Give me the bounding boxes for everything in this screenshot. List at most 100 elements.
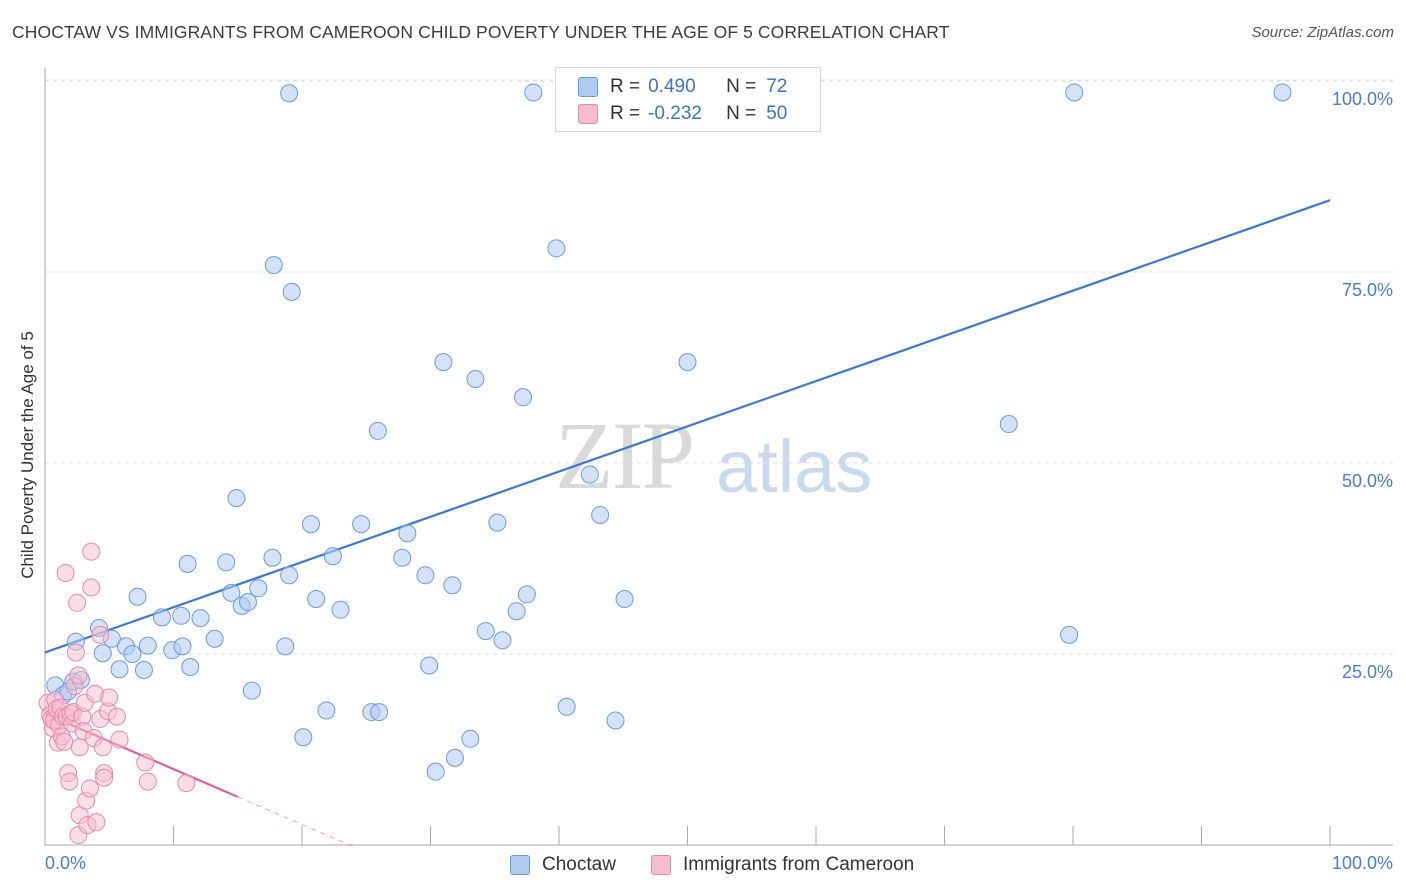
- cameroon-point: [138, 772, 157, 791]
- choctaw-point: [110, 660, 129, 679]
- choctaw-point: [591, 505, 610, 524]
- grid-lines: [45, 79, 1393, 655]
- choctaw-point: [493, 631, 512, 650]
- cameroon-swatch: [651, 855, 671, 875]
- cameroon-point: [110, 730, 129, 749]
- cameroon-point: [177, 774, 196, 793]
- cameroon-point: [68, 593, 87, 612]
- cameroon-point: [87, 813, 106, 832]
- choctaw-point: [1273, 83, 1292, 102]
- choctaw-point: [606, 711, 625, 730]
- choctaw-point: [178, 554, 197, 573]
- choctaw-point: [580, 465, 599, 484]
- choctaw-point: [426, 762, 445, 781]
- r-value: 0.490: [648, 76, 696, 97]
- choctaw-swatch: [510, 855, 530, 875]
- choctaw-point: [466, 369, 485, 388]
- cameroon-point: [80, 779, 99, 798]
- choctaw-point: [547, 239, 566, 258]
- choctaw-point: [138, 636, 157, 655]
- r-value: -0.232: [648, 103, 702, 124]
- choctaw-point: [301, 515, 320, 534]
- x-tick-label-min: 0.0%: [45, 853, 86, 873]
- r-label: R =: [610, 76, 641, 97]
- choctaw-point: [239, 593, 258, 612]
- cameroon-point: [56, 564, 75, 583]
- n-value: 72: [766, 76, 788, 97]
- choctaw-point: [128, 587, 147, 606]
- y-tick-label: 75.0%: [1342, 280, 1393, 300]
- choctaw-point: [181, 657, 200, 676]
- choctaw-point: [280, 566, 299, 585]
- choctaw-point: [445, 748, 464, 767]
- watermark-zip: ZIP: [555, 402, 695, 509]
- choctaw-point: [678, 353, 697, 372]
- cameroon-point: [100, 688, 119, 707]
- choctaw-point: [134, 661, 153, 680]
- choctaw-point: [331, 600, 350, 619]
- choctaw-point: [227, 489, 246, 508]
- y-tick-label: 100.0%: [1332, 89, 1393, 109]
- x-tick-label-max: 100.0%: [1332, 853, 1393, 873]
- choctaw-point: [1065, 83, 1084, 102]
- cameroon-swatch: [578, 104, 598, 124]
- cameroon-point: [82, 542, 101, 561]
- choctaw-point: [434, 353, 453, 372]
- choctaw-point: [173, 637, 192, 656]
- choctaw-point: [514, 388, 533, 407]
- choctaw-trend-line: [44, 199, 1331, 654]
- cameroon-trend-extension: [237, 796, 354, 847]
- choctaw-point: [276, 637, 295, 656]
- correlation-legend: R = 0.490 N = 72 R = -0.232 N = 50: [555, 67, 821, 132]
- y-tick-label: 25.0%: [1342, 662, 1393, 682]
- chart-title: CHOCTAW VS IMMIGRANTS FROM CAMEROON CHIL…: [12, 22, 950, 42]
- source-label: Source: ZipAtlas.com: [1251, 24, 1394, 41]
- choctaw-point: [557, 697, 576, 716]
- choctaw-point: [294, 728, 313, 747]
- choctaw-point: [507, 602, 526, 621]
- r-label: R =: [610, 103, 641, 124]
- cameroon-point: [93, 738, 112, 757]
- y-tick-label: 50.0%: [1342, 471, 1393, 491]
- choctaw-point: [242, 681, 261, 700]
- choctaw-point: [393, 548, 412, 567]
- choctaw-point: [615, 589, 634, 608]
- cameroon-point: [82, 578, 101, 597]
- choctaw-point: [222, 583, 241, 602]
- cameroon-point: [60, 772, 79, 791]
- choctaw-point: [352, 515, 371, 534]
- n-label: N =: [726, 76, 757, 97]
- choctaw-point: [476, 622, 495, 641]
- legend-label-choctaw: Choctaw: [542, 854, 616, 875]
- cameroon-point: [55, 732, 74, 751]
- cameroon-points: [38, 542, 196, 845]
- choctaw-point: [416, 566, 435, 585]
- n-label: N =: [726, 103, 757, 124]
- trend-lines: [44, 199, 1331, 847]
- choctaw-swatch: [578, 77, 598, 97]
- choctaw-point: [524, 83, 543, 102]
- choctaw-point: [217, 553, 236, 572]
- legend-item-choctaw: Choctaw: [510, 852, 616, 878]
- legend-row-cameroon: R = -0.232 N = 50: [578, 102, 787, 126]
- cameroon-point: [91, 625, 110, 644]
- cameroon-point: [136, 753, 155, 772]
- choctaw-point: [317, 701, 336, 720]
- n-value: 50: [766, 103, 788, 124]
- choctaw-point: [264, 256, 283, 275]
- cameroon-point: [107, 707, 126, 726]
- choctaw-point: [461, 729, 480, 748]
- choctaw-point: [205, 629, 224, 648]
- choctaw-point: [368, 421, 387, 440]
- choctaw-point: [398, 524, 417, 543]
- choctaw-point: [999, 415, 1018, 434]
- watermark-atlas: atlas: [716, 425, 873, 508]
- legend-label-cameroon: Immigrants from Cameroon: [683, 854, 915, 875]
- choctaw-point: [420, 656, 439, 675]
- choctaw-point: [517, 585, 536, 604]
- choctaw-point: [172, 606, 191, 625]
- choctaw-point: [191, 609, 210, 628]
- choctaw-point: [282, 282, 301, 301]
- choctaw-point: [249, 579, 268, 598]
